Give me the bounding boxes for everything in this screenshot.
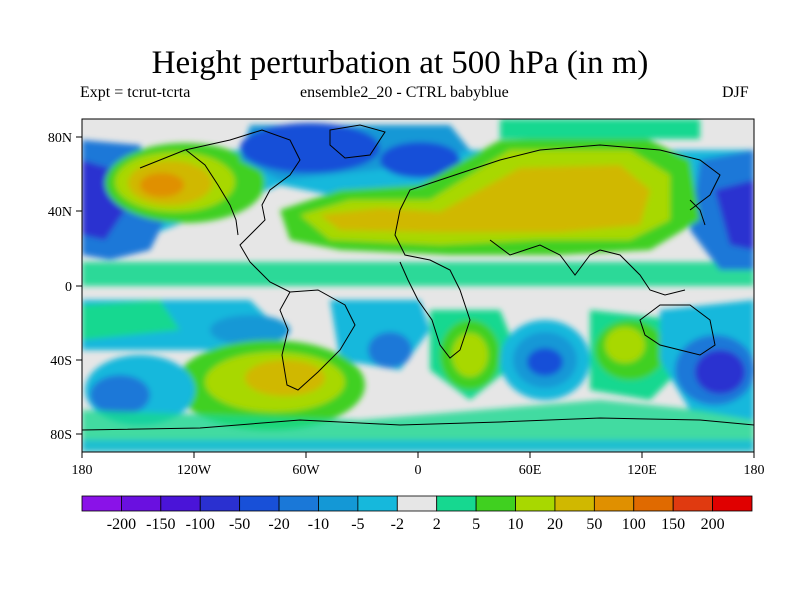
- season-label: DJF: [722, 84, 749, 101]
- colorbar-swatch: [436, 495, 477, 512]
- colorbar-swatch: [712, 495, 753, 512]
- colorbar-label: -5: [351, 516, 364, 533]
- lat-label: 40N: [48, 205, 72, 220]
- colorbar-swatch: [515, 495, 556, 512]
- colorbar-swatch: [239, 495, 280, 512]
- lat-label: 80S: [50, 428, 72, 443]
- colorbar-label: 10: [508, 516, 524, 533]
- coastlines: [82, 124, 754, 431]
- colorbar-label: -50: [229, 516, 250, 533]
- colorbar-swatch: [121, 495, 162, 512]
- lon-label: 0: [415, 463, 422, 478]
- colorbar-label: 20: [547, 516, 563, 533]
- colorbar-swatch: [672, 495, 713, 512]
- colorbar-swatch: [396, 495, 438, 512]
- lon-label: 180: [72, 463, 93, 478]
- colorbar-label: -2: [391, 516, 404, 533]
- contour-field: [82, 119, 754, 452]
- lat-label: 0: [65, 280, 72, 295]
- colorbar-swatch: [633, 495, 674, 512]
- lon-label: 60W: [292, 463, 320, 478]
- lat-label: 40S: [50, 354, 72, 369]
- lat-label: 80N: [48, 131, 72, 146]
- colorbar-label: -100: [186, 516, 215, 533]
- lon-label: 180: [744, 463, 765, 478]
- colorbar-swatch: [278, 495, 319, 512]
- lon-label: 120E: [627, 463, 657, 478]
- colorbar: -200 -150 -100 -50 -20 -10 -5 -2 2 5 10 20 50 100 150 2…: [81, 495, 753, 533]
- ensemble-label: ensemble2_20 - CTRL babyblue: [300, 84, 509, 101]
- lon-label: 60E: [519, 463, 542, 478]
- colorbar-swatch: [554, 495, 595, 512]
- colorbar-swatch: [81, 495, 122, 512]
- colorbar-swatch: [475, 495, 516, 512]
- tick-marks: [76, 136, 755, 458]
- colorbar-label: -20: [268, 516, 289, 533]
- colorbar-label: -10: [308, 516, 329, 533]
- colorbar-label: 5: [472, 516, 480, 533]
- colorbar-label: 2: [433, 516, 441, 533]
- colorbar-swatch: [160, 495, 201, 512]
- colorbar-label: 100: [622, 516, 646, 533]
- colorbar-label: -150: [146, 516, 175, 533]
- colorbar-label: 50: [586, 516, 602, 533]
- experiment-label: Expt = tcrut-tcrta: [80, 84, 191, 101]
- colorbar-label: 150: [661, 516, 685, 533]
- map-title: Height perturbation at 500 hPa (in m): [151, 45, 649, 81]
- lon-label: 120W: [177, 463, 212, 478]
- colorbar-swatch: [199, 495, 241, 512]
- colorbar-label: 200: [701, 516, 725, 533]
- colorbar-swatch: [357, 495, 398, 512]
- colorbar-label: -200: [107, 516, 136, 533]
- colorbar-swatch: [593, 495, 635, 512]
- colorbar-swatch: [318, 495, 359, 512]
